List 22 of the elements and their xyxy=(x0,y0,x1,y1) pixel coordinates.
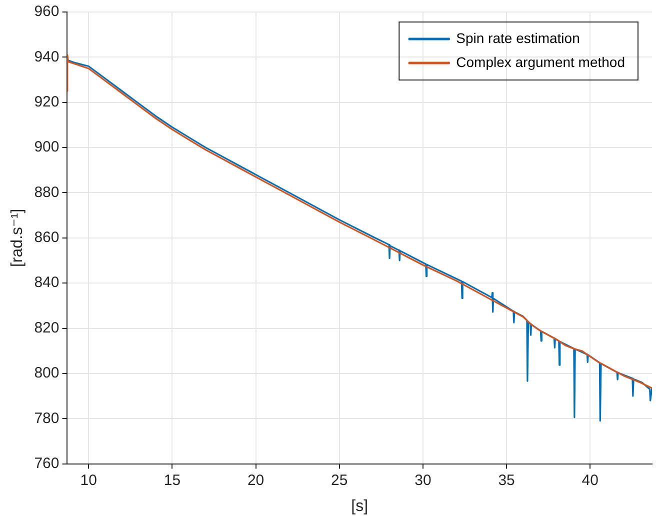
x-tick-label: 10 xyxy=(80,472,97,489)
x-tick-label: 25 xyxy=(331,472,348,489)
legend-label: Spin rate estimation xyxy=(456,30,580,46)
y-tick-label: 840 xyxy=(34,274,60,292)
y-tick-label: 800 xyxy=(34,364,60,382)
x-tick-label: 40 xyxy=(582,472,598,489)
y-tick-label: 900 xyxy=(34,138,60,156)
y-tick-label: 940 xyxy=(34,48,60,66)
x-tick-label: 30 xyxy=(414,472,432,489)
y-tick-label: 880 xyxy=(34,184,60,201)
y-tick-label: 920 xyxy=(34,94,60,110)
x-tick-label: 35 xyxy=(498,472,515,489)
y-tick-label: 960 xyxy=(34,3,60,20)
y-tick-label: 780 xyxy=(34,410,60,427)
y-tick-label: 760 xyxy=(34,454,60,472)
x-axis-title: [s] xyxy=(351,498,368,515)
x-tick-label: 20 xyxy=(247,472,264,489)
legend-label: Complex argument method xyxy=(456,54,626,70)
y-tick-label: 860 xyxy=(34,229,60,246)
y-axis-title: [rad.s⁻¹] xyxy=(9,208,26,268)
x-tick-label: 15 xyxy=(164,472,181,489)
y-tick-label: 820 xyxy=(34,319,60,336)
